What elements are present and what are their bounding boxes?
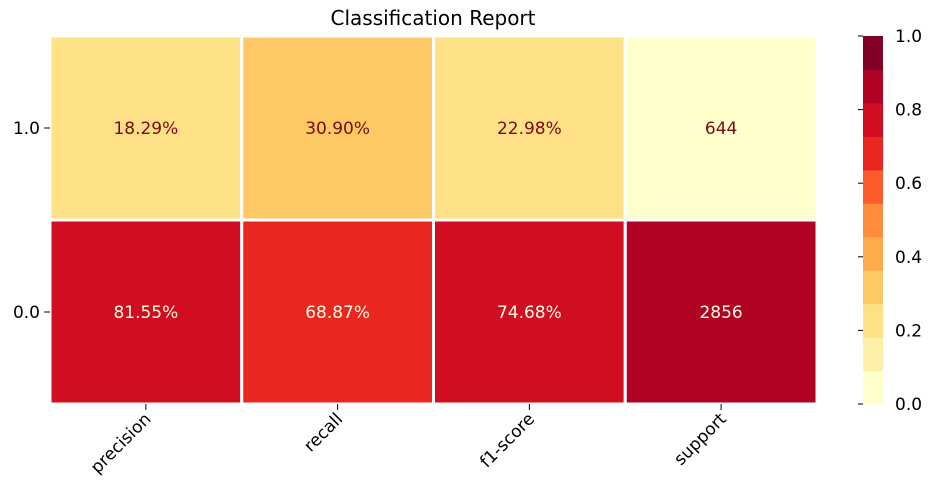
colorbar-segment	[863, 303, 883, 338]
x-tick-label: support	[670, 409, 731, 470]
cell-label: 22.98%	[497, 119, 562, 139]
colorbar-segment	[863, 270, 883, 305]
y-tick-label: 0.0	[13, 303, 40, 323]
y-tick-label: 1.0	[13, 119, 40, 139]
colorbar-segment	[863, 337, 883, 372]
heatmap-cell	[623, 218, 819, 406]
chart-title: Classification Report	[331, 6, 536, 30]
cell-label: 30.90%	[305, 119, 370, 139]
cell-label: 2856	[699, 303, 742, 323]
colorbar-tick-label: 0.4	[895, 248, 922, 268]
heatmap-cell	[623, 34, 819, 222]
cell-label: 18.29%	[113, 119, 178, 139]
cell-label: 81.55%	[113, 303, 178, 323]
colorbar-segment	[863, 370, 883, 405]
colorbar-segment	[863, 102, 883, 137]
colorbar-segment	[863, 69, 883, 104]
colorbar: 0.0 0.2 0.4 0.6 0.8 1.0	[858, 27, 922, 415]
colorbar-segment	[863, 136, 883, 171]
colorbar-segment	[863, 203, 883, 238]
colorbar-segment	[863, 169, 883, 204]
colorbar-segment	[863, 236, 883, 271]
heatmap-cell	[240, 34, 435, 222]
heatmap-cell	[48, 34, 244, 222]
colorbar-tick-label: 0.6	[895, 174, 922, 194]
heatmap-cell	[432, 34, 627, 222]
cell-label: 68.87%	[305, 303, 370, 323]
x-tick-label: recall	[300, 409, 347, 456]
cell-label: 644	[705, 119, 737, 139]
colorbar-segment	[863, 36, 883, 70]
heatmap-cell	[240, 218, 435, 406]
colorbar-tick-label: 0.8	[895, 101, 922, 121]
colorbar-tick-label: 0.2	[895, 321, 922, 341]
colorbar-tick-label: 1.0	[895, 27, 922, 47]
x-axis-ticks: precision recall f1-score support	[87, 404, 731, 478]
colorbar-tick-label: 0.0	[895, 395, 922, 415]
x-tick-label: f1-score	[476, 409, 539, 472]
cell-label: 74.68%	[497, 303, 562, 323]
x-tick-label: precision	[87, 409, 155, 477]
heatmap-cells: 18.29% 30.90% 22.98% 644 81.55% 68.87% 74.68% 2…	[48, 34, 819, 406]
y-axis-ticks: 1.0 0.0	[13, 119, 50, 323]
